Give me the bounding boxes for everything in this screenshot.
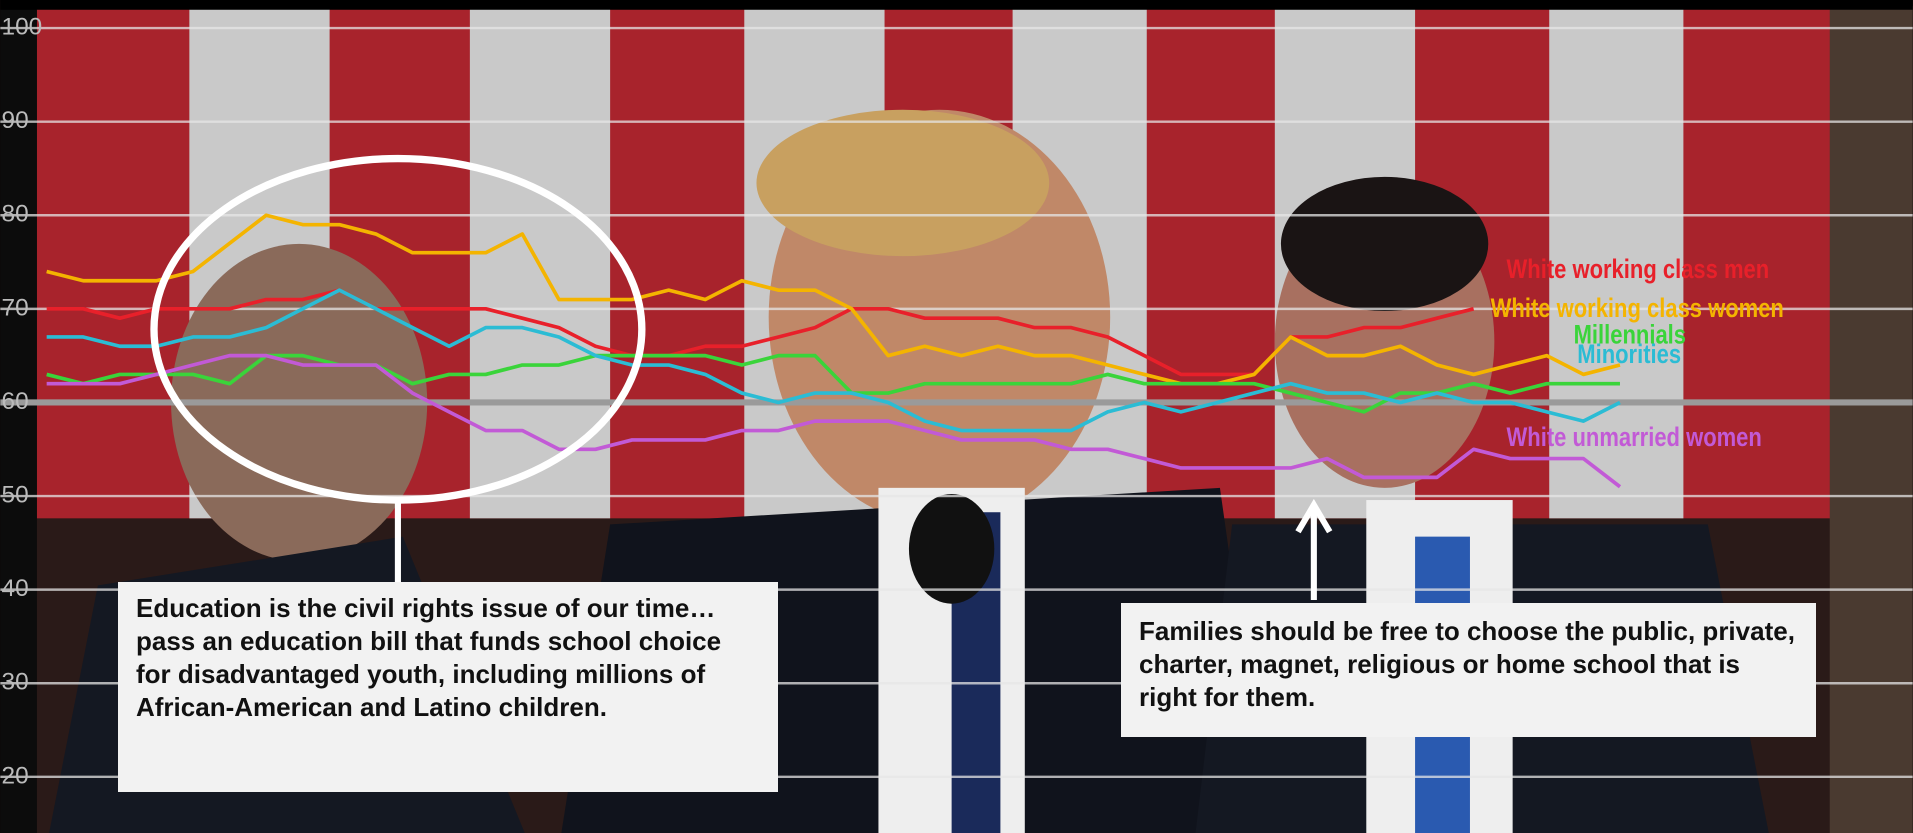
legend-label: Millennials <box>1574 321 1686 351</box>
series-line <box>46 353 1620 414</box>
y-tick-label: 80 <box>2 201 29 228</box>
y-tick-label: 30 <box>2 669 29 696</box>
legend-label: White working class women <box>1491 294 1784 324</box>
y-tick-label: 50 <box>2 481 29 508</box>
legend-label: Minorities <box>1577 340 1681 370</box>
y-tick-label: 60 <box>2 388 29 415</box>
y-tick-label: 100 <box>2 14 43 41</box>
legend-label: White working class men <box>1507 255 1770 285</box>
annotation-box: Education is the civil rights issue of o… <box>118 582 778 792</box>
series-line <box>46 353 1622 489</box>
series-line <box>46 288 1621 433</box>
arrow-head <box>1295 498 1333 534</box>
annotation-box: Families should be free to choose the pu… <box>1121 603 1816 737</box>
overlay <box>150 154 1333 601</box>
y-tick-label: 20 <box>2 762 29 789</box>
y-tick-label: 70 <box>2 294 29 321</box>
series-line <box>46 213 1621 386</box>
y-tick-label: 40 <box>2 575 29 602</box>
series-line <box>46 288 1475 377</box>
plot: White working class men White working cla… <box>46 213 1784 489</box>
y-tick-label: 90 <box>2 107 29 134</box>
legend-label: White unmarried women <box>1507 423 1762 453</box>
